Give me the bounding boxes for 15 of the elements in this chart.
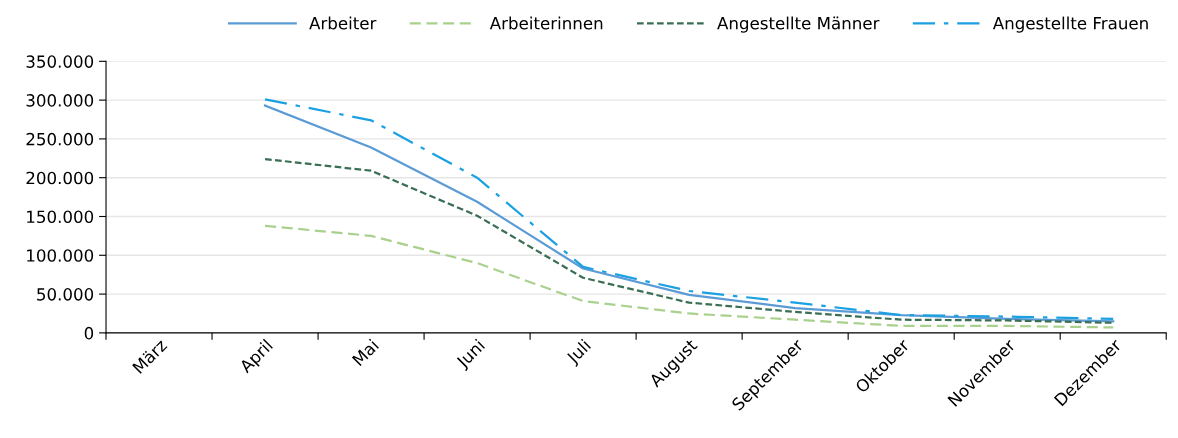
y-tick-label: 150.000 — [27, 210, 94, 224]
y-tick-label: 250.000 — [26, 132, 94, 146]
y-tick-label: 300.000 — [26, 94, 94, 107]
y-tick-label: 350.000 — [26, 55, 94, 68]
legend-label: Angestellte Frauen — [992, 16, 1148, 33]
x-tick-label: Juli — [565, 338, 594, 368]
y-tick-label: 200.000 — [26, 171, 94, 185]
x-tick-label: Mai — [351, 338, 380, 367]
y-tick-label: 0 — [84, 326, 94, 340]
legend-label: Arbeiterinnen — [489, 16, 603, 30]
legend-label: Angestellte Männer — [717, 16, 880, 33]
y-tick-label: 100.000 — [27, 249, 94, 262]
legend-label: Arbeiter — [309, 16, 377, 30]
y-tick-label: 50.000 — [37, 288, 94, 301]
line-series — [263, 224, 1115, 329]
